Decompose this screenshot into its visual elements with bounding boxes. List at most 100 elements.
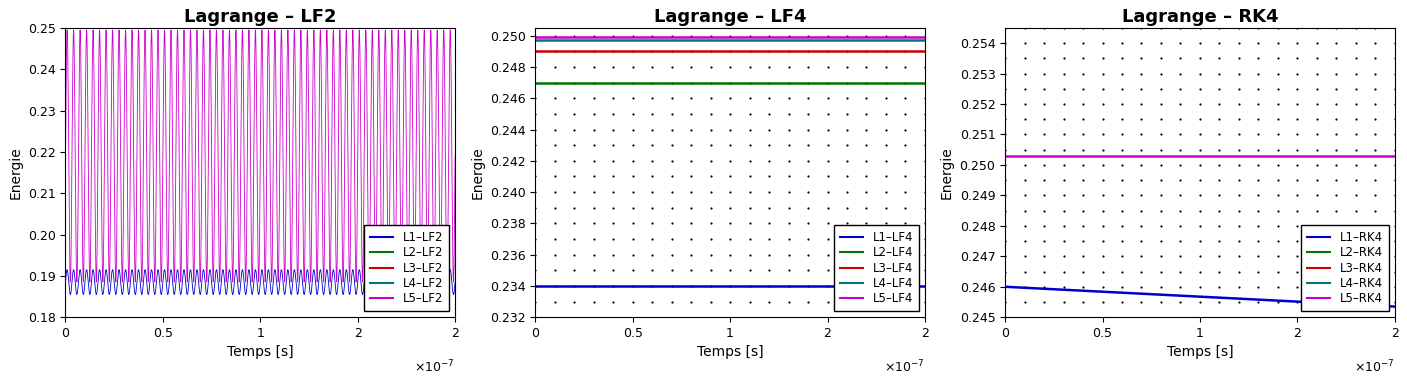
Point <box>816 64 839 70</box>
Point <box>1247 238 1269 244</box>
Point <box>1092 223 1114 229</box>
Point <box>1325 131 1348 137</box>
Point <box>913 220 936 227</box>
Point <box>1169 55 1192 61</box>
Point <box>523 33 546 39</box>
Point <box>1266 162 1289 168</box>
Point <box>1228 162 1251 168</box>
Point <box>816 298 839 305</box>
Point <box>602 79 625 86</box>
Point <box>719 252 741 258</box>
Point <box>1072 208 1095 214</box>
Point <box>563 283 585 289</box>
Legend: L1–LF2, L2–LF2, L3–LF2, L4–LF2, L5–LF2: L1–LF2, L2–LF2, L3–LF2, L4–LF2, L5–LF2 <box>364 225 449 311</box>
Point <box>523 220 546 227</box>
Point <box>796 111 819 117</box>
Point <box>895 298 917 305</box>
Point <box>1345 71 1368 77</box>
Point <box>1110 223 1133 229</box>
Point <box>602 64 625 70</box>
Point <box>739 126 761 132</box>
Point <box>602 158 625 164</box>
Point <box>855 252 878 258</box>
Point <box>1209 71 1231 77</box>
Point <box>993 192 1016 199</box>
Point <box>758 33 781 39</box>
Point <box>642 236 664 242</box>
Point <box>1247 40 1269 46</box>
Point <box>1092 101 1114 107</box>
Point <box>1150 284 1172 290</box>
Point <box>895 33 917 39</box>
Point <box>1325 147 1348 153</box>
Point <box>913 189 936 195</box>
Point <box>1383 55 1406 61</box>
Point <box>719 189 741 195</box>
Point <box>1033 299 1055 305</box>
Point <box>680 267 702 273</box>
Point <box>1306 284 1328 290</box>
Point <box>1266 71 1289 77</box>
Point <box>1247 299 1269 305</box>
Point <box>1092 268 1114 275</box>
Point <box>836 252 858 258</box>
Point <box>602 33 625 39</box>
Point <box>895 64 917 70</box>
Point <box>1169 253 1192 259</box>
Point <box>796 220 819 227</box>
Point <box>1266 284 1289 290</box>
Point <box>719 79 741 86</box>
Point <box>1266 40 1289 46</box>
Point <box>660 298 682 305</box>
Point <box>758 189 781 195</box>
Point <box>796 158 819 164</box>
Point <box>660 267 682 273</box>
Point <box>523 298 546 305</box>
Point <box>1189 71 1211 77</box>
Point <box>699 126 722 132</box>
Point <box>582 205 605 211</box>
Point <box>1363 101 1386 107</box>
Point <box>1286 162 1309 168</box>
Point <box>993 147 1016 153</box>
Point <box>739 64 761 70</box>
Point <box>1033 131 1055 137</box>
Point <box>1169 177 1192 183</box>
Point <box>680 64 702 70</box>
Point <box>1345 268 1368 275</box>
Point <box>1072 147 1095 153</box>
Point <box>680 205 702 211</box>
Point <box>836 79 858 86</box>
Point <box>796 95 819 101</box>
Point <box>1130 162 1152 168</box>
Point <box>836 95 858 101</box>
Point <box>1266 223 1289 229</box>
Point <box>1033 177 1055 183</box>
Point <box>642 126 664 132</box>
Point <box>739 220 761 227</box>
Point <box>1092 25 1114 31</box>
Point <box>1228 25 1251 31</box>
Point <box>543 189 566 195</box>
Point <box>796 205 819 211</box>
Point <box>1345 208 1368 214</box>
Point <box>699 236 722 242</box>
Point <box>875 64 898 70</box>
Point <box>699 205 722 211</box>
Point <box>1228 253 1251 259</box>
Point <box>719 64 741 70</box>
Point <box>642 158 664 164</box>
Text: $\times10^{-7}$: $\times10^{-7}$ <box>415 359 454 376</box>
Point <box>1013 86 1036 92</box>
Point <box>660 220 682 227</box>
Point <box>1286 299 1309 305</box>
Point <box>1247 116 1269 122</box>
Point <box>1110 268 1133 275</box>
Point <box>836 220 858 227</box>
Point <box>680 142 702 148</box>
Point <box>913 111 936 117</box>
Point <box>1130 284 1152 290</box>
Point <box>719 236 741 242</box>
Point <box>1383 71 1406 77</box>
Point <box>875 158 898 164</box>
